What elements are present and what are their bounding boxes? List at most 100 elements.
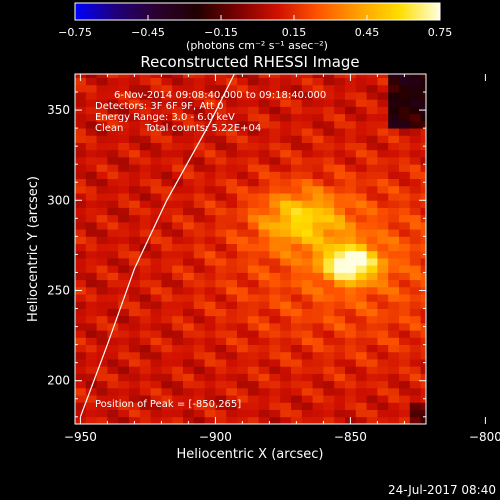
heatmap-cell [85,322,97,331]
heatmap-cell [129,330,141,338]
heatmap-cell [85,265,97,273]
heatmap-cell [172,387,184,396]
heatmap-cell [139,402,151,410]
heatmap-cell [237,272,249,281]
heatmap-cell [388,113,400,122]
heatmap-cell [345,286,357,295]
heatmap-cell [129,185,141,194]
heatmap-cell [107,337,119,346]
heatmap-cell [280,113,292,122]
heatmap-cell [172,272,184,281]
heatmap-cell [226,77,238,86]
heatmap-cell [118,171,130,180]
heatmap-cell [334,178,346,187]
heatmap-cell [312,92,324,100]
heatmap-cell [355,250,367,259]
heatmap-cell [75,113,87,122]
heatmap-cell [215,380,227,389]
heatmap-cell [96,315,108,324]
heatmap-cell [75,351,87,360]
heatmap-cell [183,243,195,252]
heatmap-cell [323,337,335,346]
heatmap-cell [291,229,303,237]
heatmap-cell [312,236,324,244]
heatmap-cell [409,229,421,237]
heatmap-cell [312,395,324,403]
heatmap-cell [323,171,335,180]
heatmap-cell [409,258,421,266]
heatmap-cell [226,402,238,410]
heatmap-cell [85,207,97,216]
heatmap-cell [118,142,130,151]
heatmap-cell [399,214,411,223]
heatmap-cell [161,74,173,79]
heatmap-cell [226,99,238,107]
heatmap-cell [355,229,367,237]
heatmap-cell [161,395,173,403]
heatmap-cell [291,294,303,302]
heatmap-cell [96,120,108,129]
heatmap-cell [247,301,259,309]
heatmap-cell [258,272,270,281]
heatmap-cell [237,120,249,129]
heatmap-cell [172,156,184,165]
heatmap-cell [258,120,270,129]
heatmap-cell [388,250,400,259]
heatmap-cell [183,200,195,208]
heatmap-cell [420,351,426,360]
heatmap-cell [334,113,346,122]
heatmap-cell [161,84,173,93]
heatmap-cell [193,236,205,244]
heatmap-cell [301,308,313,317]
heatmap-cell [161,92,173,100]
heatmap-cell [75,171,87,180]
heatmap-cell [377,106,389,115]
heatmap-cell [420,149,426,158]
heatmap-cell [118,243,130,252]
heatmap-cell [388,164,400,172]
heatmap-cell [183,128,195,136]
heatmap-cell [334,92,346,100]
heatmap-cell [323,409,335,418]
heatmap-cell [420,135,426,143]
heatmap-cell [226,308,238,317]
heatmap-cell [118,272,130,281]
heatmap-cell [118,337,130,346]
heatmap-cell [193,149,205,158]
heatmap-cell [85,229,97,237]
heatmap-cell [377,135,389,143]
heatmap-cell [312,359,324,367]
heatmap-cell [345,380,357,389]
heatmap-cell [399,185,411,194]
heatmap-cell [312,200,324,208]
heatmap-cell [355,366,367,374]
heatmap-cell [269,214,281,223]
heatmap-cell [118,236,130,244]
heatmap-cell [139,337,151,346]
heatmap-cell [129,359,141,367]
heatmap-cell [301,120,313,129]
heatmap-cell [377,250,389,259]
heatmap-cell [334,229,346,237]
heatmap-cell [409,113,421,122]
heatmap-cell [355,416,367,424]
heatmap-cell [388,221,400,230]
heatmap-cell [183,279,195,288]
heatmap-cell [139,178,151,187]
heatmap-cell [204,113,216,122]
heatmap-cell [107,416,119,424]
heatmap-cell [312,164,324,172]
heatmap-cell [345,236,357,244]
heatmap-cell [355,387,367,396]
heatmap-cell [85,113,97,122]
heatmap-cell [388,156,400,165]
heatmap-cell [312,149,324,158]
heatmap-cell [377,395,389,403]
heatmap-cell [204,330,216,338]
heatmap-cell [96,387,108,396]
heatmap-cell [172,344,184,353]
heatmap-cell [96,351,108,360]
heatmap-cell [204,279,216,288]
heatmap-cell [237,286,249,295]
heatmap-cell [183,120,195,129]
